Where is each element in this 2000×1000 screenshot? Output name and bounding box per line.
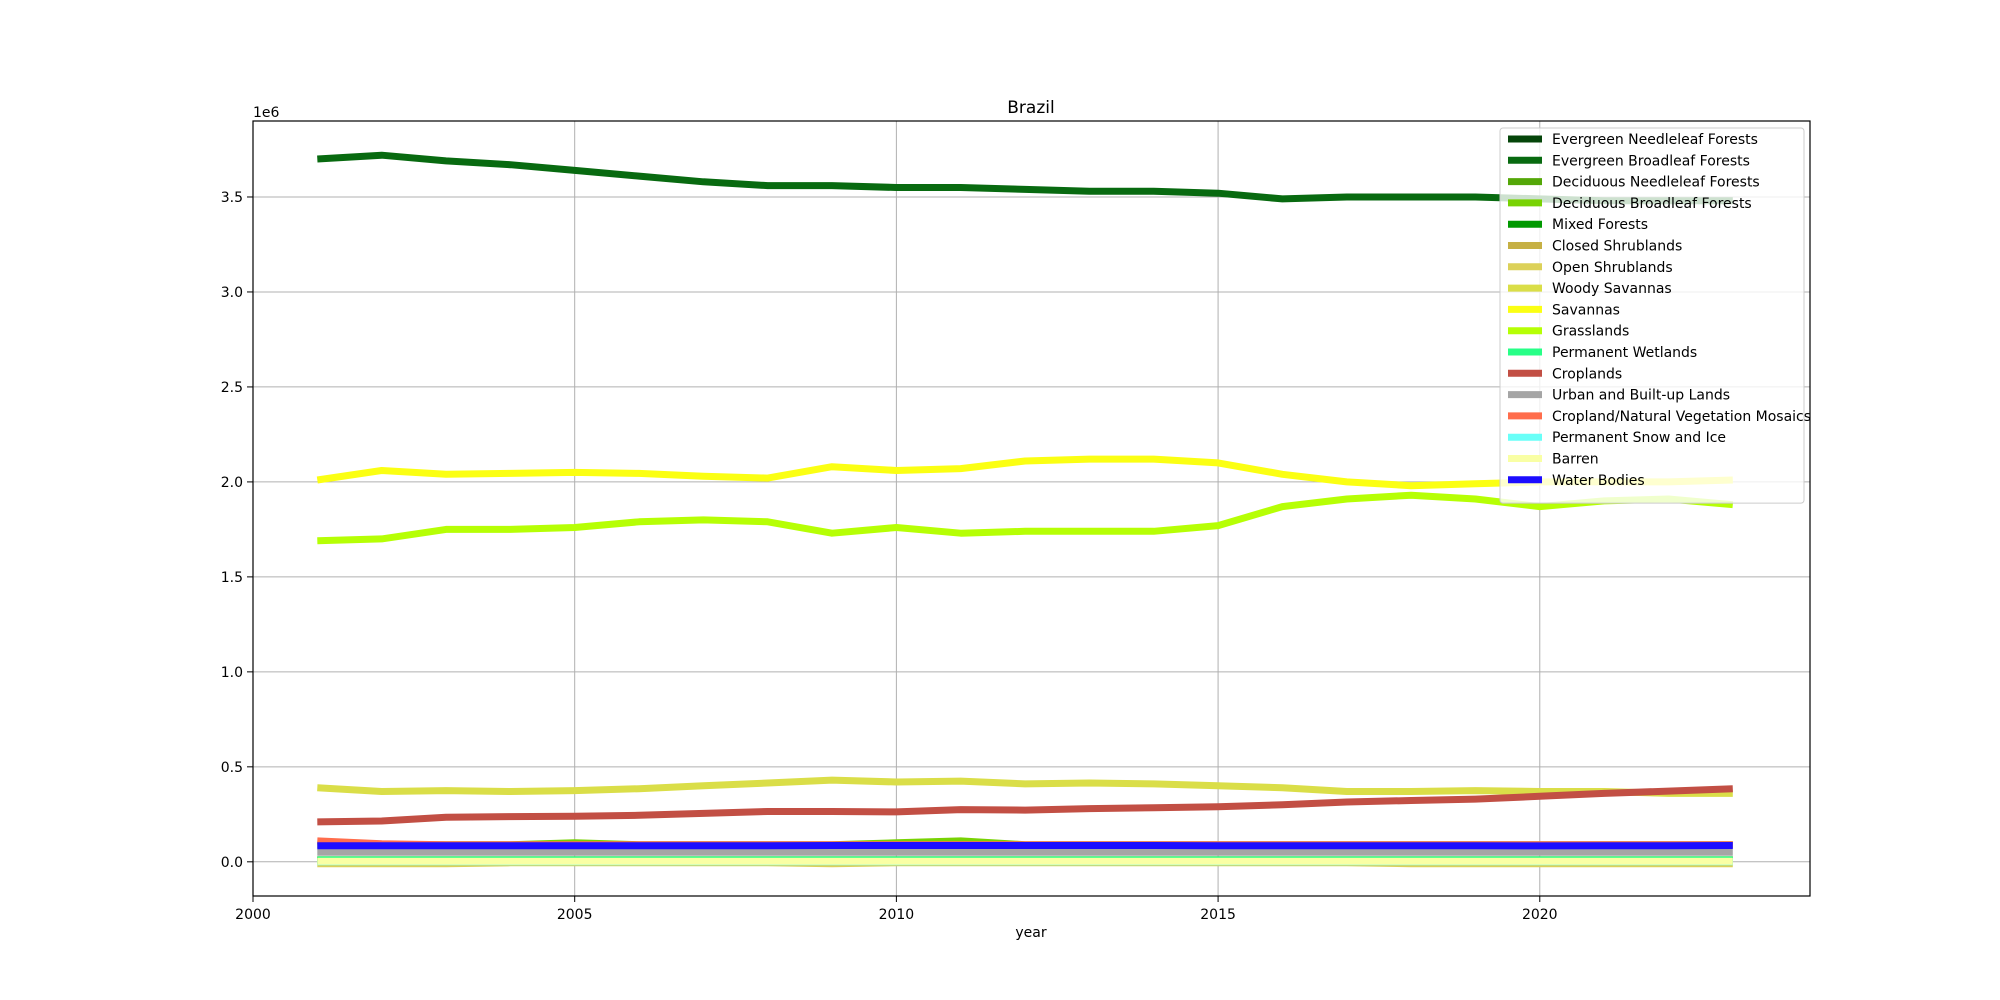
legend-label: Grasslands	[1552, 324, 1629, 340]
legend-label: Cropland/Natural Vegetation Mosaics	[1552, 409, 1811, 425]
x-tick-label: 2010	[879, 907, 915, 923]
legend-label: Savannas	[1552, 302, 1620, 318]
legend-label: Evergreen Needleleaf Forests	[1552, 132, 1758, 148]
series-line-1	[317, 151, 1733, 205]
y-tick-label: 1.0	[221, 665, 243, 681]
legend-label: Water Bodies	[1552, 473, 1645, 489]
x-tick-label: 2015	[1200, 907, 1236, 923]
legend-label: Evergreen Broadleaf Forests	[1552, 153, 1750, 169]
x-axis-ticks: 2000 2005 2010 2015 2020	[235, 896, 1558, 923]
legend-label: Closed Shrublands	[1552, 239, 1682, 255]
y-tick-label: 1.5	[221, 570, 243, 586]
legend: Evergreen Needleleaf Forests Evergreen Br…	[1499, 127, 1811, 504]
legend-label: Mixed Forests	[1552, 217, 1648, 233]
legend-label: Permanent Wetlands	[1552, 345, 1697, 361]
y-tick-label: 0.0	[221, 855, 243, 871]
plot-frame	[252, 120, 1811, 897]
legend-label: Croplands	[1552, 366, 1622, 382]
series-line-9	[317, 491, 1734, 545]
series-lines	[316, 151, 1734, 868]
legend-label: Deciduous Broadleaf Forests	[1552, 196, 1752, 212]
y-tick-label: 0.5	[221, 760, 243, 776]
y-tick-label: 2.0	[221, 475, 243, 491]
legend-box	[1499, 127, 1805, 504]
legend-label: Urban and Built-up Lands	[1552, 388, 1730, 404]
y-tick-label: 3.5	[221, 190, 243, 206]
y-axis-offset-label: 1e6	[253, 105, 280, 121]
x-tick-label: 2020	[1522, 907, 1558, 923]
legend-label: Deciduous Needleleaf Forests	[1552, 175, 1760, 191]
legend-label: Open Shrublands	[1552, 260, 1673, 276]
x-tick-label: 2005	[557, 907, 593, 923]
series-line-11	[317, 785, 1733, 826]
chart-title: Brazil	[1007, 98, 1054, 118]
series-line-7	[317, 776, 1733, 797]
legend-label: Barren	[1552, 452, 1599, 468]
y-tick-label: 3.0	[221, 285, 243, 301]
legend-label: Permanent Snow and Ice	[1552, 430, 1726, 446]
x-tick-label: 2000	[235, 907, 271, 923]
series-line-8	[316, 455, 1733, 490]
legend-label: Woody Savannas	[1552, 281, 1672, 297]
y-axis-ticks: 0.0 0.5 1.0 1.5 2.0 2.5 3.0 3.5	[221, 190, 253, 871]
x-axis-label: year	[1015, 925, 1046, 941]
y-tick-label: 2.5	[221, 380, 243, 396]
